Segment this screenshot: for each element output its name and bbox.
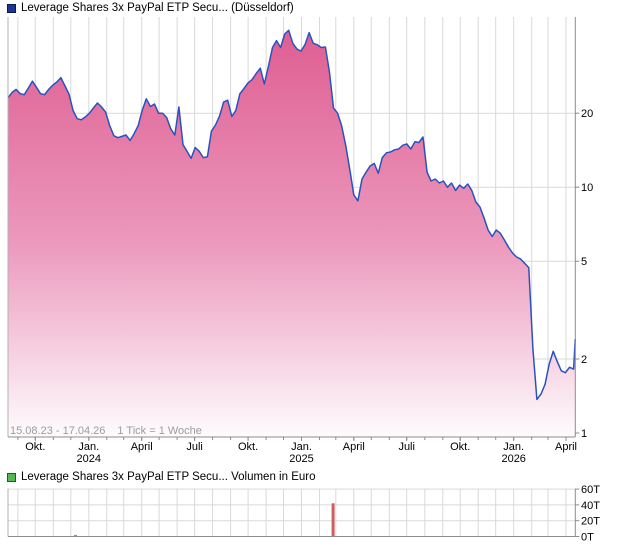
- axis-label: Juli: [398, 441, 415, 453]
- axis-label: Jan.: [78, 441, 99, 453]
- price-area: [8, 30, 576, 438]
- axis-label: 20: [581, 108, 593, 120]
- axis-label: 60T: [581, 484, 600, 496]
- tick-interval-text: 1 Tick = 1 Woche: [117, 425, 202, 437]
- date-range-text: 15.08.23 - 17.04.26: [10, 425, 106, 437]
- date-range-info: 15.08.23 - 17.04.26 1 Tick = 1 Woche: [10, 425, 202, 437]
- volume-chart: 0T 20T 40T 60T: [7, 484, 600, 544]
- axis-label: April: [343, 441, 365, 453]
- axis-label: 2026: [501, 453, 525, 465]
- axis-label: 10: [581, 182, 593, 194]
- axis-label: Juli: [186, 441, 203, 453]
- axis-label: 0T: [581, 532, 594, 544]
- volume-series-swatch-icon: [7, 472, 16, 482]
- volume-bar: [331, 503, 335, 537]
- axis-label: 2025: [289, 453, 313, 465]
- axis-label: April: [131, 441, 153, 453]
- price-chart-legend: Leverage Shares 3x PayPal ETP Secu... (D…: [7, 2, 294, 14]
- price-plot-area[interactable]: [8, 17, 575, 437]
- axis-label: 40T: [581, 500, 600, 512]
- axis-label: 1: [581, 428, 587, 440]
- price-chart-frame: [7, 17, 576, 438]
- axis-label: Okt.: [25, 441, 45, 453]
- axis-label: 2024: [77, 453, 101, 465]
- axis-label: Okt.: [450, 441, 470, 453]
- axis-label: Jan.: [291, 441, 312, 453]
- volume-chart-legend: Leverage Shares 3x PayPal ETP Secu... Vo…: [7, 471, 316, 483]
- axis-label: 5: [581, 256, 587, 268]
- axis-label: 2: [581, 354, 587, 366]
- axis-label: Jan.: [503, 441, 524, 453]
- axis-label: 20T: [581, 516, 600, 528]
- volume-chart-title: Leverage Shares 3x PayPal ETP Secu... Vo…: [21, 471, 316, 483]
- axis-label: Okt.: [238, 441, 258, 453]
- price-line: [7, 29, 577, 401]
- volume-bar: [74, 534, 77, 537]
- axis-label: April: [555, 441, 577, 453]
- price-series-swatch-icon: [7, 3, 16, 13]
- price-chart-title: Leverage Shares 3x PayPal ETP Secu... (D…: [21, 2, 294, 14]
